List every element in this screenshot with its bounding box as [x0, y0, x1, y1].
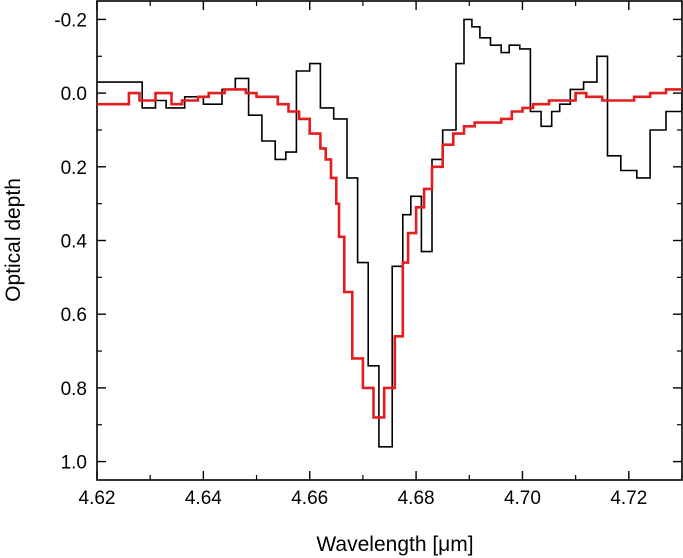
x-tick-label: 4.62	[79, 488, 116, 509]
axis-ticks	[96, 1, 683, 480]
y-tick-label: -0.2	[54, 10, 87, 31]
series-observed-line	[97, 18, 682, 448]
data-series	[97, 18, 682, 448]
x-tick-label: 4.66	[291, 488, 328, 509]
y-axis-label: Optical depth	[2, 178, 25, 302]
x-tick-label: 4.64	[185, 488, 222, 509]
axis-tick-labels: 4.62 4.64 4.66 4.68 4.70 4.72 -0.2 0.0 0.2 0.4 0.6…	[54, 10, 647, 509]
y-tick-label: 0.0	[61, 84, 87, 105]
x-tick-label: 4.68	[398, 488, 435, 509]
y-tick-label: 0.2	[61, 158, 87, 179]
y-tick-label: 0.4	[61, 232, 88, 253]
x-tick-label: 4.72	[610, 488, 647, 509]
y-tick-label: 0.8	[61, 379, 87, 400]
y-tick-label: 1.0	[61, 453, 87, 474]
x-axis-label: Wavelength [μm]	[316, 533, 473, 556]
series-model-line	[97, 88, 682, 419]
x-tick-label: 4.70	[504, 488, 541, 509]
y-tick-label: 0.6	[61, 305, 87, 326]
plot-frame	[96, 0, 683, 481]
